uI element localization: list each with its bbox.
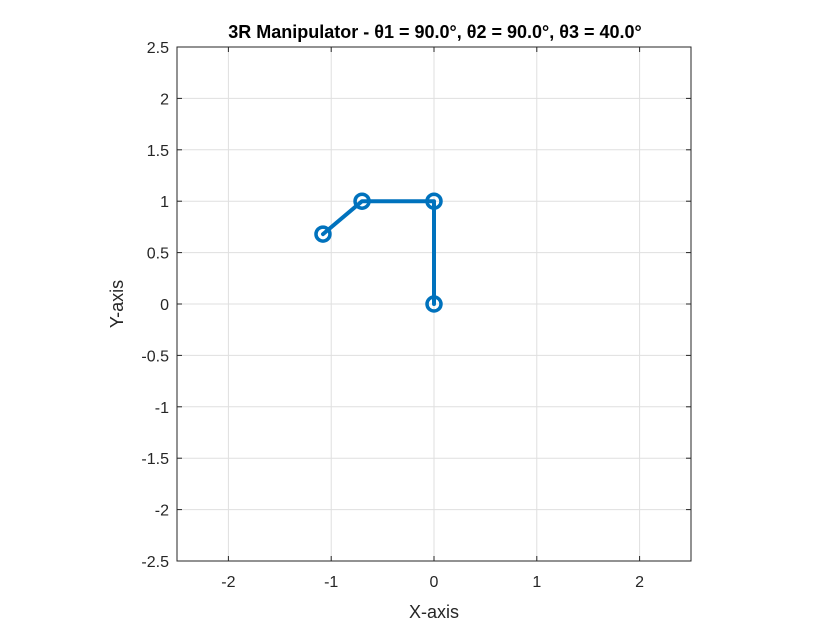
y-tick-label: 0.5	[147, 246, 169, 263]
y-tick-label: -0.5	[141, 348, 169, 365]
y-tick-label: 1.5	[147, 143, 169, 160]
y-tick-label: 1	[160, 194, 169, 211]
y-tick-labels: -2.5 -2 -1.5 -1 -0.5 0 0.5 1 1.5 2 2.5	[141, 40, 169, 571]
y-tick-label: -2.5	[141, 554, 169, 571]
x-tick-label: 2	[635, 574, 644, 591]
chart-title: 3R Manipulator - θ1 = 90.0°, θ2 = 90.0°,…	[228, 22, 641, 42]
x-tick-label: 1	[532, 574, 541, 591]
y-tick-label: 0	[160, 297, 169, 314]
y-axis-label: Y-axis	[107, 280, 127, 328]
x-tick-labels: -2 -1 0 1 2	[221, 574, 644, 591]
manipulator-links	[320, 199, 436, 306]
series-layer	[314, 192, 443, 313]
x-tick-label: -2	[221, 574, 235, 591]
y-tick-label: 2	[160, 91, 169, 108]
tick-marks	[177, 46, 691, 562]
x-tick-label: 0	[430, 574, 439, 591]
joint-marker	[425, 295, 443, 313]
joint-marker	[314, 225, 332, 243]
y-tick-label: 2.5	[147, 40, 169, 57]
y-tick-label: -1.5	[141, 451, 169, 468]
joint-marker	[353, 192, 371, 210]
y-tick-label: -2	[155, 503, 169, 520]
y-tick-label: -1	[155, 400, 169, 417]
joint-marker	[425, 192, 443, 210]
x-tick-label: -1	[324, 574, 338, 591]
x-axis-label: X-axis	[409, 602, 459, 622]
